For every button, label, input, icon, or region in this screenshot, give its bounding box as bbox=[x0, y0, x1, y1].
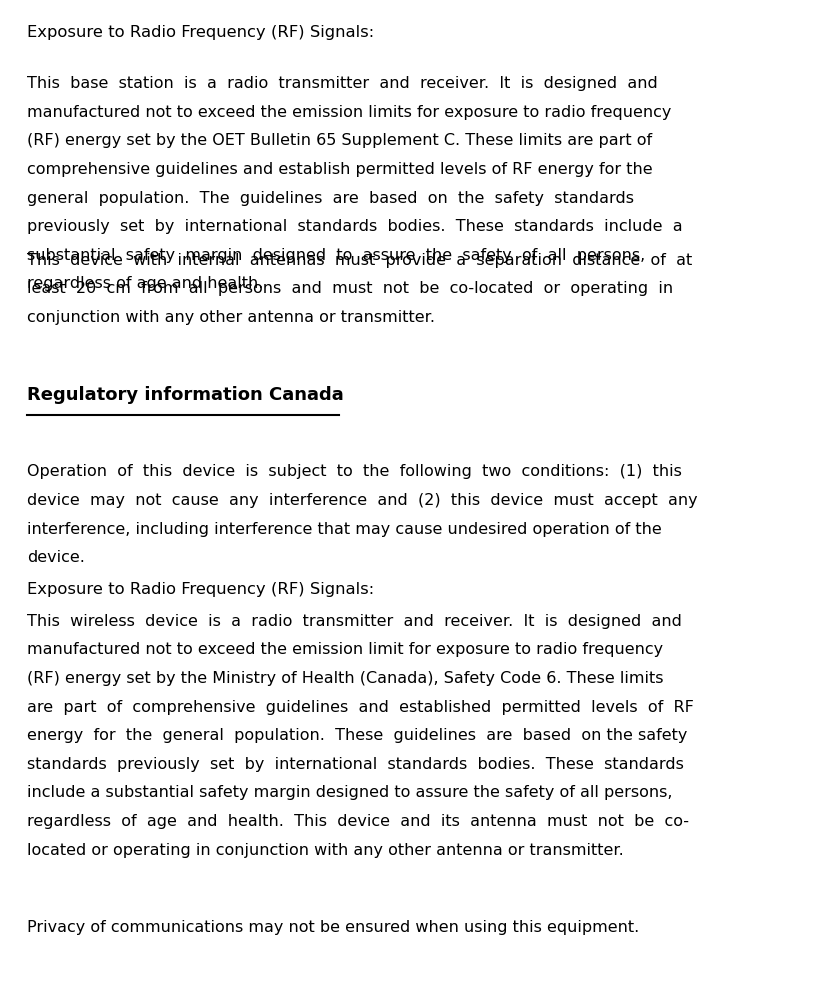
Text: general  population.  The  guidelines  are  based  on  the  safety  standards: general population. The guidelines are b… bbox=[27, 190, 634, 205]
Text: located or operating in conjunction with any other antenna or transmitter.: located or operating in conjunction with… bbox=[27, 842, 624, 857]
Text: interference, including interference that may cause undesired operation of the: interference, including interference tha… bbox=[27, 521, 662, 536]
Text: regardless of age and health.: regardless of age and health. bbox=[27, 276, 263, 291]
Text: energy  for  the  general  population.  These  guidelines  are  based  on the sa: energy for the general population. These… bbox=[27, 727, 688, 742]
Text: regardless  of  age  and  health.  This  device  and  its  antenna  must  not  b: regardless of age and health. This devic… bbox=[27, 814, 690, 828]
Text: previously  set  by  international  standards  bodies.  These  standards  includ: previously set by international standard… bbox=[27, 218, 683, 233]
Text: device.: device. bbox=[27, 549, 86, 564]
Text: This  wireless  device  is  a  radio  transmitter  and  receiver.  It  is  desig: This wireless device is a radio transmit… bbox=[27, 613, 682, 628]
Text: (RF) energy set by the Ministry of Health (Canada), Safety Code 6. These limits: (RF) energy set by the Ministry of Healt… bbox=[27, 670, 664, 685]
Text: substantial  safety  margin  designed  to  assure  the  safety  of  all  persons: substantial safety margin designed to as… bbox=[27, 247, 646, 263]
Text: comprehensive guidelines and establish permitted levels of RF energy for the: comprehensive guidelines and establish p… bbox=[27, 161, 653, 176]
Text: This  device  with  internal  antennas  must  provide  a  separation  distance  : This device with internal antennas must … bbox=[27, 253, 693, 268]
Text: Exposure to Radio Frequency (RF) Signals:: Exposure to Radio Frequency (RF) Signals… bbox=[27, 25, 375, 40]
Text: This  base  station  is  a  radio  transmitter  and  receiver.  It  is  designed: This base station is a radio transmitter… bbox=[27, 76, 658, 91]
Text: manufactured not to exceed the emission limits for exposure to radio frequency: manufactured not to exceed the emission … bbox=[27, 104, 671, 119]
Text: Regulatory information Canada: Regulatory information Canada bbox=[27, 386, 344, 404]
Text: (RF) energy set by the OET Bulletin 65 Supplement C. These limits are part of: (RF) energy set by the OET Bulletin 65 S… bbox=[27, 133, 652, 148]
Text: Operation  of  this  device  is  subject  to  the  following  two  conditions:  : Operation of this device is subject to t… bbox=[27, 464, 682, 479]
Text: conjunction with any other antenna or transmitter.: conjunction with any other antenna or tr… bbox=[27, 310, 435, 325]
Text: Privacy of communications may not be ensured when using this equipment.: Privacy of communications may not be ens… bbox=[27, 919, 640, 934]
Text: least  20  cm  from  all  persons  and  must  not  be  co-located  or  operating: least 20 cm from all persons and must no… bbox=[27, 281, 674, 296]
Text: standards  previously  set  by  international  standards  bodies.  These  standa: standards previously set by internationa… bbox=[27, 757, 684, 771]
Text: manufactured not to exceed the emission limit for exposure to radio frequency: manufactured not to exceed the emission … bbox=[27, 642, 663, 656]
Text: are  part  of  comprehensive  guidelines  and  established  permitted  levels  o: are part of comprehensive guidelines and… bbox=[27, 699, 694, 713]
Text: include a substantial safety margin designed to assure the safety of all persons: include a substantial safety margin desi… bbox=[27, 785, 673, 800]
Text: device  may  not  cause  any  interference  and  (2)  this  device  must  accept: device may not cause any interference an… bbox=[27, 492, 698, 507]
Text: Exposure to Radio Frequency (RF) Signals:: Exposure to Radio Frequency (RF) Signals… bbox=[27, 581, 375, 596]
